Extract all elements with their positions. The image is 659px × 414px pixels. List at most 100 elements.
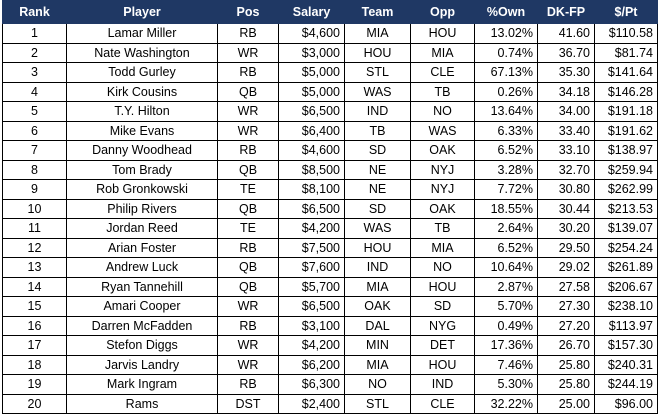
table-row: 9 Rob Gronkowski TE $8,100 NE NYJ 7.72% 30.80 $2… xyxy=(2,179,658,200)
cell-team: IND xyxy=(344,101,411,122)
column-header-salary: Salary xyxy=(278,0,345,24)
cell-pos: RB xyxy=(217,140,279,161)
cell-dollars-per-point: $81.74 xyxy=(594,42,658,63)
table-row: 17 Stefon Diggs WR $4,200 MIN DET 17.36% 26.70 $… xyxy=(2,335,658,356)
cell-salary: $3,100 xyxy=(278,315,345,336)
cell-pos: QB xyxy=(217,159,279,180)
cell-pos: DST xyxy=(217,393,279,414)
table-row: 3 Todd Gurley RB $5,000 STL CLE 67.13% 35.30 $14… xyxy=(2,62,658,83)
cell-dollars-per-point: $262.99 xyxy=(594,179,658,200)
cell-rank: 10 xyxy=(2,198,67,219)
cell-dollars-per-point: $113.97 xyxy=(594,315,658,336)
cell-team: STL xyxy=(344,62,411,83)
cell-team: SD xyxy=(344,140,411,161)
cell-player: T.Y. Hilton xyxy=(66,101,218,122)
cell-dk-fp: 29.50 xyxy=(537,237,595,258)
cell-team: STL xyxy=(344,393,411,414)
table-row: 8 Tom Brady QB $8,500 NE NYJ 3.28% 32.70 $259.94 xyxy=(2,159,658,180)
cell-rank: 15 xyxy=(2,296,67,317)
cell-player: Amari Cooper xyxy=(66,296,218,317)
cell-pos: RB xyxy=(217,315,279,336)
table-row: 4 Kirk Cousins QB $5,000 WAS TB 0.26% 34.18 $146… xyxy=(2,81,658,102)
cell-dollars-per-point: $139.07 xyxy=(594,218,658,239)
cell-pos: QB xyxy=(217,257,279,278)
cell-own-pct: 0.26% xyxy=(474,81,538,102)
cell-dk-fp: 25.00 xyxy=(537,393,595,414)
cell-pos: RB xyxy=(217,23,279,44)
cell-team: MIA xyxy=(344,276,411,297)
cell-own-pct: 2.87% xyxy=(474,276,538,297)
cell-own-pct: 13.02% xyxy=(474,23,538,44)
cell-opp: NO xyxy=(410,101,475,122)
table-row: 10 Philip Rivers QB $6,500 SD OAK 18.55% 30.44 $… xyxy=(2,198,658,219)
cell-opp: CLE xyxy=(410,393,475,414)
cell-player: Mike Evans xyxy=(66,120,218,141)
cell-opp: MIA xyxy=(410,42,475,63)
cell-team: MIA xyxy=(344,354,411,375)
cell-player: Ryan Tannehill xyxy=(66,276,218,297)
cell-pos: WR xyxy=(217,354,279,375)
cell-player: Danny Woodhead xyxy=(66,140,218,161)
cell-opp: OAK xyxy=(410,140,475,161)
cell-opp: WAS xyxy=(410,120,475,141)
cell-salary: $6,500 xyxy=(278,198,345,219)
cell-rank: 18 xyxy=(2,354,67,375)
cell-opp: IND xyxy=(410,374,475,395)
cell-pos: QB xyxy=(217,198,279,219)
cell-rank: 17 xyxy=(2,335,67,356)
cell-rank: 5 xyxy=(2,101,67,122)
cell-team: SD xyxy=(344,198,411,219)
cell-rank: 9 xyxy=(2,179,67,200)
cell-dollars-per-point: $157.30 xyxy=(594,335,658,356)
cell-pos: WR xyxy=(217,296,279,317)
cell-opp: HOU xyxy=(410,276,475,297)
cell-dk-fp: 27.30 xyxy=(537,296,595,317)
table-row: 15 Amari Cooper WR $6,500 OAK SD 5.70% 27.30 $23… xyxy=(2,296,658,317)
column-header-team: Team xyxy=(344,0,411,24)
cell-dollars-per-point: $191.62 xyxy=(594,120,658,141)
cell-own-pct: 6.33% xyxy=(474,120,538,141)
cell-dollars-per-point: $244.19 xyxy=(594,374,658,395)
cell-salary: $2,400 xyxy=(278,393,345,414)
table-row: 7 Danny Woodhead RB $4,600 SD OAK 6.52% 33.10 $1… xyxy=(2,140,658,161)
cell-rank: 3 xyxy=(2,62,67,83)
cell-opp: SD xyxy=(410,296,475,317)
cell-dk-fp: 30.80 xyxy=(537,179,595,200)
column-header-own-pct: %Own xyxy=(474,0,538,24)
cell-own-pct: 13.64% xyxy=(474,101,538,122)
cell-dk-fp: 36.70 xyxy=(537,42,595,63)
cell-rank: 11 xyxy=(2,218,67,239)
cell-own-pct: 6.52% xyxy=(474,140,538,161)
cell-player: Lamar Miller xyxy=(66,23,218,44)
cell-opp: NYJ xyxy=(410,179,475,200)
table-row: 11 Jordan Reed TE $4,200 WAS TB 2.64% 30.20 $139… xyxy=(2,218,658,239)
cell-salary: $3,000 xyxy=(278,42,345,63)
cell-salary: $4,600 xyxy=(278,23,345,44)
cell-player: Darren McFadden xyxy=(66,315,218,336)
cell-dk-fp: 41.60 xyxy=(537,23,595,44)
cell-dk-fp: 27.20 xyxy=(537,315,595,336)
cell-rank: 12 xyxy=(2,237,67,258)
cell-dk-fp: 33.10 xyxy=(537,140,595,161)
cell-own-pct: 2.64% xyxy=(474,218,538,239)
cell-salary: $7,600 xyxy=(278,257,345,278)
cell-rank: 4 xyxy=(2,81,67,102)
column-header-pos: Pos xyxy=(217,0,279,24)
cell-opp: NYG xyxy=(410,315,475,336)
table-row: 1 Lamar Miller RB $4,600 MIA HOU 13.02% 41.60 $1… xyxy=(2,23,658,44)
cell-dk-fp: 34.00 xyxy=(537,101,595,122)
cell-dollars-per-point: $238.10 xyxy=(594,296,658,317)
cell-dk-fp: 26.70 xyxy=(537,335,595,356)
cell-pos: QB xyxy=(217,81,279,102)
cell-salary: $5,700 xyxy=(278,276,345,297)
cell-dollars-per-point: $240.31 xyxy=(594,354,658,375)
cell-own-pct: 7.72% xyxy=(474,179,538,200)
cell-team: NO xyxy=(344,374,411,395)
cell-dollars-per-point: $261.89 xyxy=(594,257,658,278)
cell-rank: 2 xyxy=(2,42,67,63)
cell-opp: MIA xyxy=(410,237,475,258)
cell-team: WAS xyxy=(344,81,411,102)
cell-player: Philip Rivers xyxy=(66,198,218,219)
cell-salary: $4,200 xyxy=(278,335,345,356)
